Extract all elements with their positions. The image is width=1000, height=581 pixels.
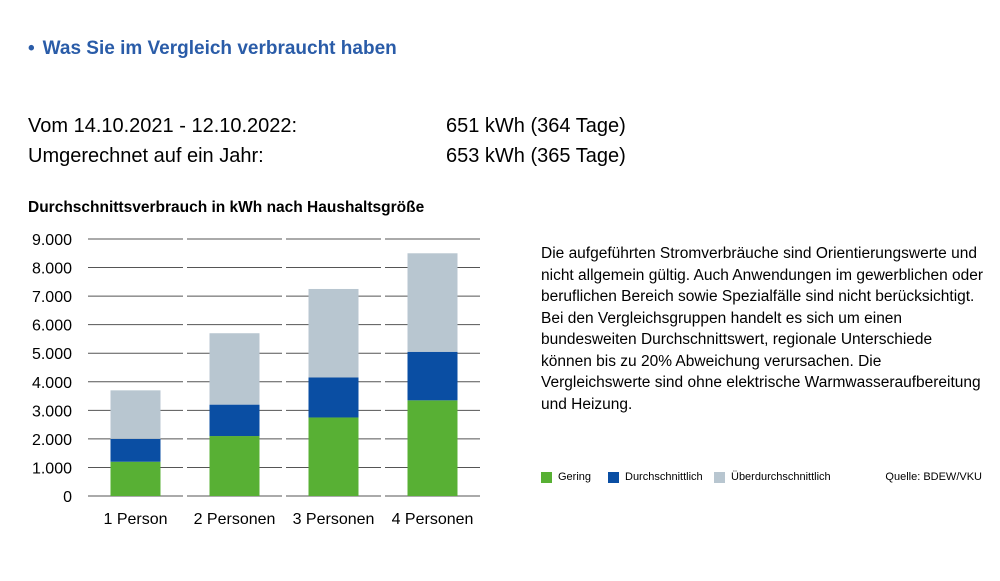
heading-text: Was Sie im Vergleich verbraucht haben — [42, 38, 397, 59]
bar-ueberdurchschnittlich-4 — [407, 253, 458, 352]
bar-ueberdurchschnittlich-2 — [209, 333, 260, 405]
chart-legend: Gering Durchschnittlich Überdurchschnitt… — [541, 471, 986, 487]
source-note: Quelle: BDEW/VKU — [885, 471, 982, 483]
heading-bullet: • — [28, 38, 35, 59]
y-tick-label: 1.000 — [32, 460, 72, 477]
disclaimer-note: Die aufgeführten Stromverbräuche sind Or… — [541, 245, 984, 413]
bar-gering-4 — [407, 400, 458, 496]
bar-durchschnittlich-2 — [209, 404, 260, 437]
chart-title: Durchschnittsverbrauch in kWh nach Haush… — [28, 199, 425, 216]
bar-gering-2 — [209, 436, 260, 496]
bar-durchschnittlich-1 — [110, 438, 161, 462]
x-tick-label: 4 Personen — [392, 511, 474, 528]
bar-durchschnittlich-3 — [308, 377, 359, 418]
y-tick-label: 8.000 — [32, 261, 72, 278]
y-tick-label: 0 — [63, 489, 72, 506]
bar-gering-3 — [308, 417, 359, 496]
bar-ueberdurchschnittlich-3 — [308, 288, 359, 378]
bar-gering-1 — [110, 461, 161, 496]
legend-swatch-gering — [541, 471, 552, 483]
bar-durchschnittlich-4 — [407, 351, 458, 401]
legend-label-durchschnittlich: Durchschnittlich — [625, 471, 703, 483]
x-tick-label: 1 Person — [103, 511, 167, 528]
legend-label-ueberdurchschnittlich: Überdurchschnittlich — [731, 471, 831, 483]
legend-item-ueberdurchschnittlich: Überdurchschnittlich — [714, 471, 831, 483]
period-value: 651 kWh (364 Tage) — [446, 115, 626, 137]
y-tick-label: 7.000 — [32, 289, 72, 306]
period-row: Vom 14.10.2021 - 12.10.2022: 651 kWh (36… — [28, 115, 626, 138]
x-tick-label: 2 Personen — [194, 511, 276, 528]
annual-label: Umgerechnet auf ein Jahr: — [28, 145, 264, 167]
legend-swatch-ueberdurchschnittlich — [714, 471, 725, 483]
period-label: Vom 14.10.2021 - 12.10.2022: — [28, 115, 298, 137]
y-tick-label: 6.000 — [32, 318, 72, 335]
legend-item-durchschnittlich: Durchschnittlich — [608, 471, 703, 483]
y-tick-label: 5.000 — [32, 346, 72, 363]
y-tick-label: 3.000 — [32, 403, 72, 420]
stacked-bar-chart: 0 1.000 2.000 3.000 4.000 5.000 6.000 7.000 8.00… — [32, 232, 480, 528]
x-tick-label: 3 Personen — [293, 511, 375, 528]
legend-label-gering: Gering — [558, 471, 592, 483]
page-heading: • Was Sie im Vergleich verbraucht haben — [28, 38, 397, 60]
y-tick-label: 2.000 — [32, 432, 72, 449]
y-tick-label: 4.000 — [32, 375, 72, 392]
legend-item-gering: Gering — [541, 471, 591, 483]
legend-swatch-durchschnittlich — [608, 471, 619, 483]
annual-row: Umgerechnet auf ein Jahr: 653 kWh (365 T… — [28, 145, 626, 168]
annual-value: 653 kWh (365 Tage) — [446, 145, 626, 167]
y-tick-label: 9.000 — [32, 232, 72, 249]
bar-ueberdurchschnittlich-1 — [110, 390, 161, 439]
